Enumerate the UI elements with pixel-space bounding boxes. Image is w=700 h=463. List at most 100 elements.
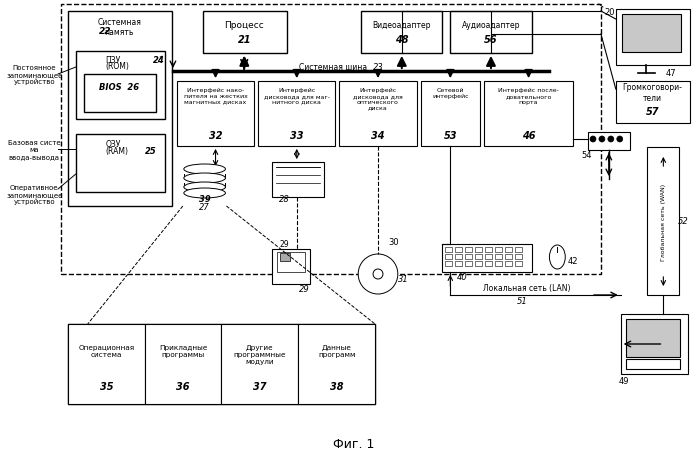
Text: Прикладные
программы: Прикладные программы — [159, 344, 207, 357]
Text: Данные
программ: Данные программ — [318, 344, 356, 357]
Bar — [514, 247, 522, 252]
Text: 52: 52 — [678, 217, 689, 226]
Bar — [421, 82, 480, 147]
Bar — [203, 12, 287, 54]
Bar — [514, 255, 522, 259]
Bar — [272, 250, 309, 284]
Bar — [466, 247, 472, 252]
Text: Интерфейс нако-
пителя на жестких
магнитных дисках: Интерфейс нако- пителя на жестких магнит… — [183, 88, 248, 105]
Bar — [475, 247, 482, 252]
Bar — [445, 255, 452, 259]
Text: 23: 23 — [373, 63, 384, 71]
Text: 33: 33 — [290, 131, 304, 141]
Bar — [68, 324, 375, 404]
Text: ПЗУ: ПЗУ — [106, 56, 121, 65]
Text: Системная
память: Системная память — [97, 18, 141, 38]
Text: 54: 54 — [581, 150, 592, 159]
Ellipse shape — [184, 188, 225, 199]
Bar — [445, 262, 452, 266]
Text: 36: 36 — [176, 381, 190, 391]
Bar — [621, 314, 688, 374]
Text: 35: 35 — [99, 381, 113, 391]
Text: 39: 39 — [199, 195, 211, 204]
Text: 34: 34 — [371, 131, 385, 141]
Circle shape — [373, 269, 383, 279]
Text: 20: 20 — [605, 8, 615, 17]
Bar — [484, 82, 573, 147]
Text: 49: 49 — [619, 377, 629, 386]
Bar — [626, 319, 680, 357]
Bar — [177, 82, 254, 147]
Text: Фиг. 1: Фиг. 1 — [332, 438, 374, 450]
Text: 29: 29 — [279, 240, 288, 249]
Text: (RAM): (RAM) — [106, 147, 129, 156]
Bar — [442, 244, 531, 272]
Ellipse shape — [184, 174, 225, 184]
Text: 48: 48 — [395, 35, 409, 45]
Text: Процесс: Процесс — [225, 21, 264, 31]
Ellipse shape — [550, 245, 566, 269]
Text: BIOS  26: BIOS 26 — [99, 82, 139, 91]
Bar — [450, 12, 531, 54]
Bar — [272, 163, 323, 198]
Ellipse shape — [184, 165, 225, 175]
Bar — [61, 5, 601, 275]
Bar — [68, 12, 172, 206]
Bar — [76, 135, 165, 193]
Bar — [616, 10, 690, 66]
Text: 22: 22 — [99, 27, 112, 37]
Bar — [505, 247, 512, 252]
Bar — [626, 359, 680, 369]
Bar — [445, 247, 452, 252]
Text: 21: 21 — [237, 35, 251, 45]
Bar — [84, 75, 156, 113]
Text: Сетевой
интерфейс: Сетевой интерфейс — [432, 88, 468, 99]
Text: 30: 30 — [388, 238, 398, 247]
Text: 46: 46 — [522, 131, 536, 141]
Bar — [221, 324, 298, 404]
Text: 27: 27 — [199, 202, 210, 211]
Bar — [258, 82, 335, 147]
Bar — [485, 262, 492, 266]
Text: Другие
программные
модули: Другие программные модули — [234, 344, 286, 364]
Bar — [475, 262, 482, 266]
Text: 42: 42 — [567, 257, 577, 266]
Text: 51: 51 — [517, 297, 528, 306]
Bar — [68, 324, 145, 404]
Text: 40: 40 — [457, 273, 468, 282]
Text: Постоянное
запоминающее
устройство: Постоянное запоминающее устройство — [6, 64, 62, 85]
Bar — [648, 148, 679, 295]
Text: 32: 32 — [209, 131, 223, 141]
Text: Операционная
система: Операционная система — [78, 344, 134, 357]
Text: 24: 24 — [153, 56, 165, 65]
Text: 53: 53 — [444, 131, 457, 141]
Text: 37: 37 — [253, 381, 267, 391]
Circle shape — [608, 137, 614, 143]
Text: ОЗУ: ОЗУ — [106, 140, 121, 149]
Text: 25: 25 — [145, 147, 157, 156]
Bar — [340, 82, 416, 147]
Text: Глобальная сеть (WAN): Глобальная сеть (WAN) — [661, 183, 666, 260]
Bar — [455, 247, 462, 252]
Ellipse shape — [184, 182, 225, 193]
Bar — [361, 12, 442, 54]
Text: Базовая систе
ма
ввода-вывода: Базовая систе ма ввода-вывода — [8, 140, 60, 160]
Circle shape — [599, 137, 605, 143]
Bar — [505, 255, 512, 259]
Bar — [505, 262, 512, 266]
Text: Интерфейс
дисковода для маг-
нитного диска: Интерфейс дисковода для маг- нитного дис… — [264, 88, 330, 105]
Bar — [495, 247, 502, 252]
Text: Интерфейс после-
довательного
порта: Интерфейс после- довательного порта — [498, 88, 559, 105]
Bar — [616, 82, 690, 124]
Text: 56: 56 — [484, 35, 498, 45]
Text: Видеоадаптер: Видеоадаптер — [372, 21, 431, 31]
Bar — [485, 255, 492, 259]
Circle shape — [590, 137, 596, 143]
Text: Оперативное
запоминающее
устройство: Оперативное запоминающее устройство — [6, 184, 62, 205]
Text: 47: 47 — [665, 69, 676, 78]
Bar — [588, 133, 630, 150]
Bar — [622, 15, 681, 53]
Text: Интерфейс
дисковода для
оптического
диска: Интерфейс дисковода для оптического диск… — [353, 88, 403, 110]
Text: (ROM): (ROM) — [106, 62, 130, 71]
Bar — [280, 253, 290, 262]
